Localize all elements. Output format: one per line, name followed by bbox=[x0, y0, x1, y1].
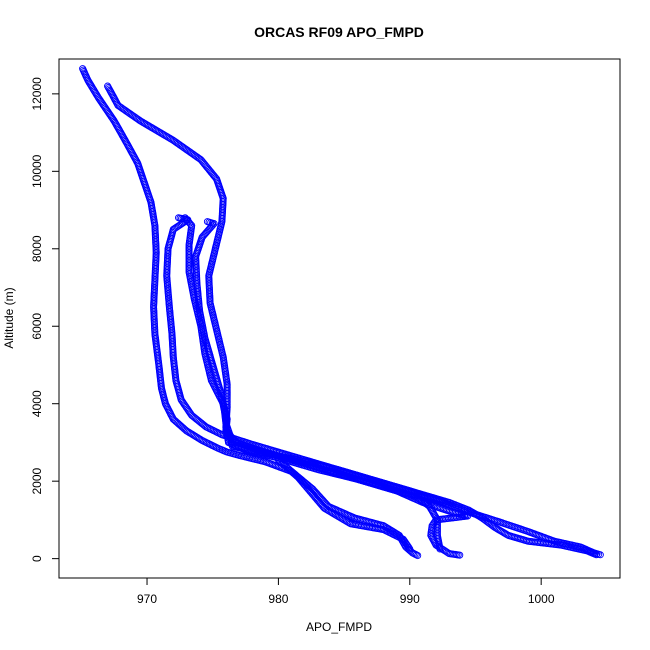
data-point bbox=[406, 545, 414, 553]
x-tick-label: 980 bbox=[268, 592, 288, 606]
y-tick-label: 10000 bbox=[30, 154, 44, 188]
data-point bbox=[592, 551, 600, 559]
data-point bbox=[412, 551, 420, 559]
y-axis: 0 2000 4000 6000 8000 10000 12000 bbox=[30, 77, 60, 562]
y-tick-label: 8000 bbox=[30, 235, 44, 262]
x-tick-label: 1000 bbox=[528, 592, 555, 606]
data-point bbox=[596, 551, 604, 559]
y-tick-label: 6000 bbox=[30, 313, 44, 340]
chart-title: ORCAS RF09 APO_FMPD bbox=[254, 24, 424, 40]
y-tick-label: 2000 bbox=[30, 468, 44, 495]
data-point bbox=[211, 173, 219, 181]
y-axis-label: Altitude (m) bbox=[2, 287, 16, 348]
data-point bbox=[436, 545, 444, 553]
data-point bbox=[456, 551, 464, 559]
y-tick-label: 12000 bbox=[30, 77, 44, 111]
data-points bbox=[79, 65, 604, 560]
x-tick-label: 970 bbox=[137, 592, 157, 606]
data-point bbox=[414, 551, 422, 560]
data-point bbox=[405, 544, 413, 552]
x-axis-label: APO_FMPD bbox=[306, 620, 372, 634]
y-tick-label: 0 bbox=[30, 555, 44, 562]
y-tick-label: 4000 bbox=[30, 390, 44, 417]
plot-area-frame bbox=[58, 58, 621, 579]
x-axis: 970 980 990 1000 bbox=[137, 577, 555, 606]
x-tick-label: 990 bbox=[400, 592, 420, 606]
